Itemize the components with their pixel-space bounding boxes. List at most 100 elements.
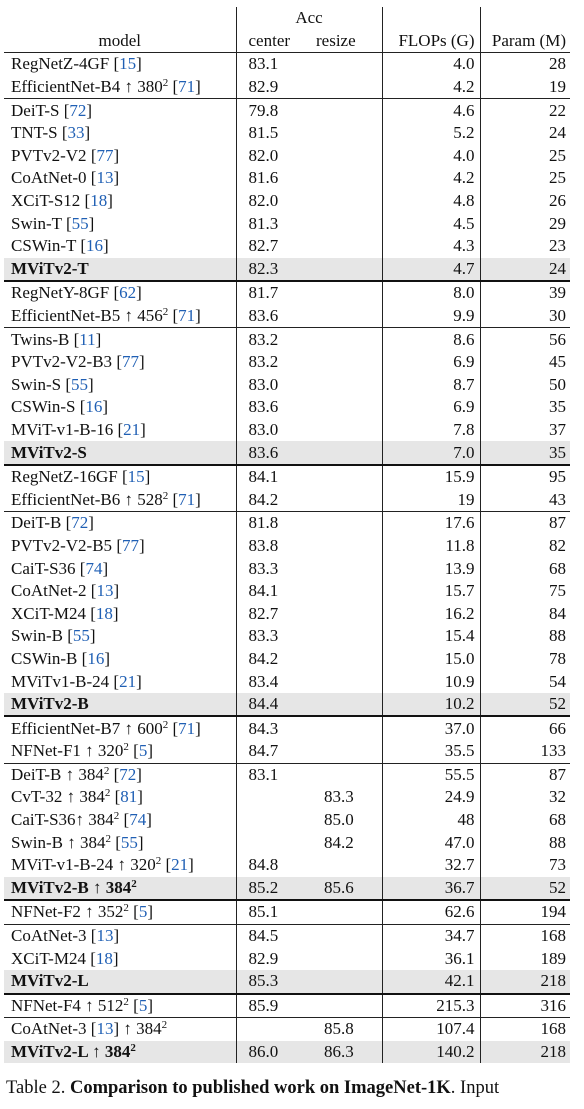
citation-link[interactable]: 71 <box>178 718 196 738</box>
model-name: XCiT-S12 <box>11 191 81 211</box>
flops-cell: 9.9 <box>382 304 481 328</box>
table-row: CoAtNet-3 [13] 84.5 34.7 168 <box>4 923 570 948</box>
citation-link[interactable]: 81 <box>120 787 138 807</box>
acc-center-cell: 84.2 <box>248 489 279 509</box>
citation-link[interactable]: 21 <box>171 855 189 875</box>
flops-cell: 4.8 <box>382 189 481 213</box>
acc-center-cell: 85.3 <box>236 969 308 994</box>
citation-link[interactable]: 15 <box>127 467 145 487</box>
citation-link[interactable]: 5 <box>138 995 148 1015</box>
table-row: CoAtNet-0 [13] 81.6 4.2 25 <box>4 167 570 190</box>
flops-cell: 4.0 <box>382 52 481 76</box>
table-row: MViTv2-L 85.3 42.1 218 <box>4 969 570 994</box>
citation-link[interactable]: 18 <box>95 603 113 623</box>
params-cell: 19 <box>549 77 566 97</box>
acc-resize-cell <box>308 463 383 489</box>
citation-link[interactable]: 13 <box>96 168 114 188</box>
model-cell: NFNet-F1 ↑ 3202 [5] <box>4 740 237 764</box>
model-cell: XCiT-M24 [18] <box>4 602 237 626</box>
params-cell: 50 <box>549 374 566 394</box>
params-cell: 35 <box>480 441 570 465</box>
citation-link[interactable]: 18 <box>90 191 108 211</box>
acc-resize-cell <box>308 75 383 99</box>
citation-link[interactable]: 55 <box>71 213 89 233</box>
model-cell: NFNet-F4 ↑ 5122 [5] <box>4 992 237 1018</box>
citation-link[interactable]: 74 <box>129 810 147 830</box>
citation-link[interactable]: 21 <box>119 671 137 691</box>
model-name: TNT-S <box>11 123 58 143</box>
citation-link[interactable]: 77 <box>121 535 139 555</box>
citation-link[interactable]: 13 <box>96 1019 114 1039</box>
params-cell: 87 <box>480 762 570 787</box>
citation-link[interactable]: 55 <box>72 626 90 646</box>
model-name: PVTv2-V2-B5 <box>11 535 113 555</box>
citation-link[interactable]: 55 <box>71 374 88 394</box>
resolution-exponent: 2 <box>105 832 111 845</box>
acc-resize-cell: 84.2 <box>308 831 383 854</box>
citation-link[interactable]: 16 <box>86 236 104 256</box>
table-row: MViTv2-L ↑ 3842 86.0 86.3 140.2 218 <box>4 1040 570 1064</box>
header-model: model <box>4 29 237 53</box>
acc-center-cell: 83.6 <box>236 441 308 465</box>
citation-link[interactable]: 13 <box>96 926 114 946</box>
citation-link[interactable]: 13 <box>96 581 114 601</box>
citation-link[interactable]: 77 <box>121 352 139 372</box>
citation-link[interactable]: 18 <box>95 948 113 968</box>
citation-link[interactable]: 72 <box>69 100 87 120</box>
acc-center-cell: 83.0 <box>248 374 279 394</box>
model-name: CoAtNet-0 <box>11 168 87 188</box>
acc-resize-cell <box>308 602 383 626</box>
header-acc: Acc <box>236 7 383 30</box>
citation-link[interactable]: 15 <box>119 54 137 74</box>
flops-cell: 17.6 <box>382 511 481 535</box>
citation-link[interactable]: 72 <box>71 513 89 533</box>
acc-resize-cell <box>308 212 383 235</box>
citation-link[interactable]: 55 <box>120 832 138 852</box>
model-cell: CSWin-T [16] <box>4 234 237 258</box>
citation-link[interactable]: 71 <box>178 306 196 326</box>
citation-link[interactable]: 11 <box>79 329 96 349</box>
acc-resize-cell <box>308 969 383 994</box>
model-cell: Twins-B [11] <box>4 327 237 351</box>
resolution-exponent: 2 <box>113 810 120 823</box>
table-row: Swin-S [55] 83.0 8.7 50 <box>4 373 570 397</box>
citation-link[interactable]: 16 <box>85 397 103 417</box>
model-name: Swin-B ↑ 384 <box>11 832 106 852</box>
params-cell: 73 <box>549 855 566 875</box>
params-cell: 75 <box>549 581 566 601</box>
citation-link[interactable]: 62 <box>119 283 137 303</box>
caption-label: Table 2. <box>6 1078 66 1098</box>
flops-cell: 8.7 <box>382 373 481 397</box>
model-name: CoAtNet-2 <box>11 581 87 601</box>
params-cell: 95 <box>480 463 570 489</box>
resolution-exponent: 2 <box>131 877 137 890</box>
table-row: TNT-S [33] 81.5 5.2 24 <box>4 121 570 145</box>
citation-link[interactable]: 5 <box>138 902 148 922</box>
resolution-exponent: 2 <box>104 787 111 800</box>
citation-link[interactable]: 16 <box>87 648 105 668</box>
model-name: Swin-B <box>11 626 63 646</box>
citation-link[interactable]: 21 <box>123 419 141 439</box>
acc-resize-cell: 85.8 <box>308 1017 383 1041</box>
citation-link[interactable]: 74 <box>85 558 103 578</box>
flops-cell: 15.9 <box>382 463 481 489</box>
citation-link[interactable]: 71 <box>178 489 196 509</box>
flops-cell: 4.5 <box>382 212 481 235</box>
header-flops: FLOPs (G) <box>382 29 481 53</box>
acc-resize-cell <box>308 488 383 512</box>
table-row: MViT-v1-B-24 ↑ 3202 [21] 84.8 32.7 73 <box>4 853 570 877</box>
model-cell: CSWin-S [16] <box>4 396 237 419</box>
model-cell: MViTv2-T <box>4 257 237 282</box>
acc-resize-cell <box>308 647 383 671</box>
model-name: EfficientNet-B7 ↑ 600 <box>11 718 163 738</box>
acc-resize-cell <box>308 740 383 764</box>
citation-link[interactable]: 72 <box>119 764 137 784</box>
citation-link[interactable]: 71 <box>178 77 196 97</box>
acc-resize-cell <box>308 853 383 877</box>
acc-resize-cell <box>308 534 383 558</box>
citation-link[interactable]: 77 <box>96 145 114 165</box>
citation-link[interactable]: 5 <box>138 741 148 761</box>
table-row: RegNetZ-4GF [15] 83.1 4.0 28 <box>4 52 570 76</box>
citation-link[interactable]: 33 <box>67 123 85 143</box>
